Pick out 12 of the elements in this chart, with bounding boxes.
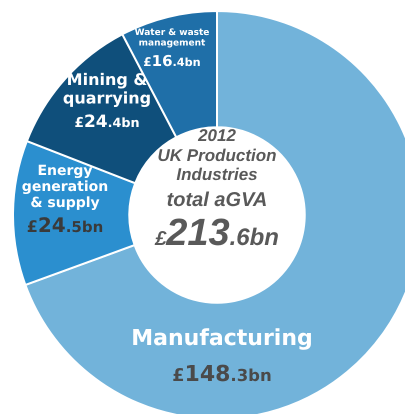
text: £213.6bn: [155, 212, 279, 254]
text: total aGVA: [166, 188, 268, 212]
data-label: £16.4bn: [143, 52, 201, 70]
slice-label: Energy generation & supply: [22, 163, 108, 212]
slice-label: Mining & quarrying: [62, 70, 152, 108]
data-label: £148.3bn: [172, 362, 272, 387]
data-label: £24.5bn: [26, 213, 104, 238]
slice-label: Water & waste management: [134, 28, 210, 48]
slice-label: Manufacturing: [131, 326, 313, 351]
data-label: £24.4bn: [74, 112, 140, 132]
text: 2012: [196, 126, 237, 146]
text: UK Production Industries: [156, 146, 278, 185]
